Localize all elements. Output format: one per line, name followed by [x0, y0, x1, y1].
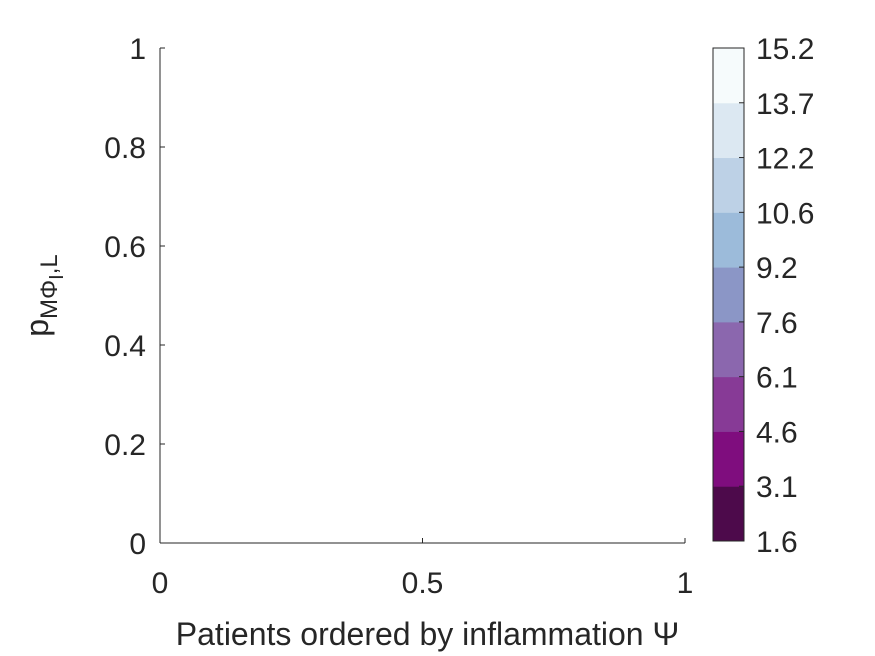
colorbar-band	[713, 102, 744, 159]
colorbar-band	[713, 376, 744, 432]
colorbar-band	[713, 267, 744, 323]
y-axis-label-base: p	[19, 319, 55, 337]
x-axis-label: Patients ordered by inflammation Ψ	[176, 616, 679, 652]
y-tick-label: 0.8	[104, 132, 146, 165]
x-tick-label: 0.5	[402, 567, 444, 600]
y-axis-label-subsub: I	[46, 274, 68, 280]
colorbar-band	[713, 486, 744, 542]
colorbar-tick-label: 1.6	[756, 526, 798, 559]
x-tick-label: 0	[152, 567, 169, 600]
y-axis-label-tail: ,L	[36, 254, 63, 274]
colorbar-tick-label: 12.2	[756, 143, 814, 176]
y-axis-label-sub: MΦ	[36, 280, 63, 319]
colorbar-band	[713, 212, 744, 268]
y-axis-label: pMΦI,L	[19, 254, 68, 337]
colorbar-band	[713, 48, 744, 104]
colorbar-tick-label: 10.6	[756, 197, 814, 230]
x-tick-label: 1	[677, 567, 694, 600]
y-tick-label: 0.2	[104, 429, 146, 462]
colorbar-tick-label: 3.1	[756, 471, 798, 504]
colorbar-outline	[712, 47, 745, 542]
y-tick-label: 0.6	[104, 231, 146, 264]
colorbar-tick-label: 6.1	[756, 362, 798, 395]
colorbar-tick-label: 4.6	[756, 416, 798, 449]
colorbar-tick-label: 15.2	[756, 33, 814, 66]
plot-area: 0 0.2 0.4 0.6 0.8 1 0 0.5 1	[104, 33, 693, 600]
colorbar-band	[713, 157, 744, 213]
colorbar-band	[713, 431, 744, 487]
colorbar-tick-label: 9.2	[756, 252, 798, 285]
colorbar: 1.6 3.1 4.6 6.1 7.6 9.2 10.6 12.2 13.7 15.2	[712, 33, 814, 559]
colorbar-tick-label: 13.7	[756, 88, 814, 121]
y-tick-label: 1	[129, 33, 146, 66]
y-tick-label: 0.4	[104, 330, 146, 363]
y-tick-label: 0	[129, 528, 146, 561]
colorbar-band	[713, 321, 744, 378]
colorbar-tick-label: 7.6	[756, 307, 798, 340]
